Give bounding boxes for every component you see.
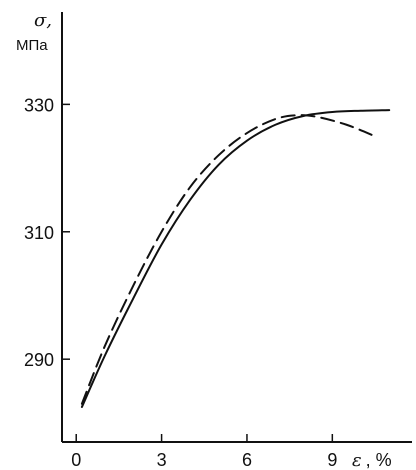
- y-axis-unit: МПа: [16, 37, 48, 54]
- x-axis-unit: , %: [366, 450, 392, 470]
- x-tick-label: 3: [157, 450, 167, 470]
- y-tick-label: 330: [24, 95, 54, 115]
- series-layer: [80, 109, 391, 408]
- y-axis-symbol: σ,: [34, 10, 52, 31]
- x-axis-ticks: 0 3 6 9: [71, 434, 337, 470]
- x-tick-label: 6: [242, 450, 252, 470]
- x-axis-symbol: ε: [352, 450, 362, 470]
- x-tick-label: 0: [71, 450, 81, 470]
- y-tick-label: 310: [24, 223, 54, 243]
- y-axis-ticks: 290 310 330: [24, 95, 70, 370]
- dashed-series-line: [80, 114, 377, 405]
- plot-frame: [61, 12, 412, 443]
- y-tick-label: 290: [24, 350, 54, 370]
- x-axis-label: ε , %: [352, 450, 392, 470]
- solid-series-line: [80, 109, 391, 408]
- x-tick-label: 9: [327, 450, 337, 470]
